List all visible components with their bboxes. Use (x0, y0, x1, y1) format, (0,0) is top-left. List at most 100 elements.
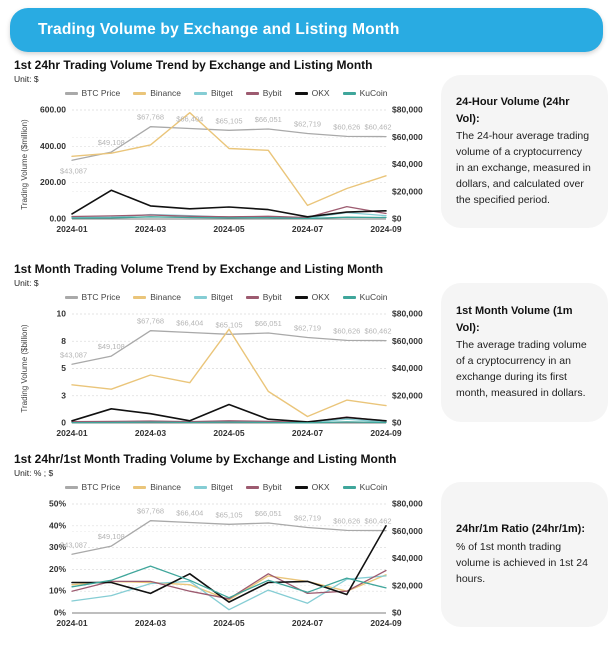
legend-swatch-kucoin (342, 486, 356, 489)
chart-title: 1st 24hr Trading Volume Trend by Exchang… (14, 58, 373, 72)
svg-text:0: 0 (61, 418, 66, 428)
legend-swatch-bybit (245, 486, 259, 489)
legend-label: OKX (311, 292, 330, 303)
legend-label: OKX (311, 88, 330, 99)
svg-text:$40,000: $40,000 (392, 553, 423, 563)
chart-section-ratio: 1st 24hr/1st Month Trading Volume by Exc… (14, 452, 438, 632)
legend-item-binance[interactable]: Binance (133, 292, 181, 302)
svg-text:$80,000: $80,000 (392, 499, 423, 509)
legend-item-okx[interactable]: OKX (294, 88, 330, 99)
svg-text:$20,000: $20,000 (392, 391, 423, 401)
svg-text:8: 8 (61, 336, 66, 346)
legend-swatch-btc-price (64, 92, 78, 95)
legend-swatch-okx (294, 296, 308, 299)
svg-text:$66,404: $66,404 (176, 319, 203, 328)
legend-item-bybit[interactable]: Bybit (245, 292, 282, 302)
svg-text:$40,000: $40,000 (392, 159, 423, 169)
svg-text:400.00: 400.00 (40, 141, 66, 151)
legend-item-kucoin[interactable]: KuCoin (342, 88, 388, 99)
legend-label: KuCoin (359, 88, 388, 99)
chart-section-1m-volume: 1st Month Trading Volume Trend by Exchan… (14, 262, 438, 442)
svg-text:2024-03: 2024-03 (135, 428, 166, 438)
card-body: The 24-hour average trading volume of a … (456, 130, 591, 206)
chart-legend: BTC Price Binance Bitget Bybit OKX KuCoin (14, 87, 438, 99)
chart-legend: BTC Price Binance Bitget Bybit OKX KuCoin (14, 481, 438, 493)
legend-label: KuCoin (359, 482, 388, 493)
svg-text:$0: $0 (392, 214, 402, 224)
svg-text:$0: $0 (392, 418, 402, 428)
svg-text:$60,462: $60,462 (364, 517, 391, 526)
legend-label: BTC Price (81, 292, 121, 303)
legend-item-kucoin[interactable]: KuCoin (342, 292, 388, 303)
svg-text:2024-01: 2024-01 (56, 224, 87, 234)
legend-item-bybit[interactable]: Bybit (245, 88, 282, 98)
svg-text:40%: 40% (49, 521, 66, 531)
legend-label: BTC Price (81, 482, 121, 493)
page-header: Trading Volume by Exchange and Listing M… (10, 8, 603, 52)
svg-text:0.00: 0.00 (49, 214, 66, 224)
legend-label: BTC Price (81, 88, 121, 99)
svg-text:$67,768: $67,768 (137, 113, 164, 122)
legend-item-binance[interactable]: Binance (133, 482, 181, 492)
svg-text:2024-09: 2024-09 (370, 224, 401, 234)
svg-text:$66,051: $66,051 (255, 509, 282, 518)
legend-swatch-bitget (193, 486, 207, 489)
svg-text:$62,719: $62,719 (294, 324, 321, 333)
svg-text:2024-09: 2024-09 (370, 428, 401, 438)
card-body: % of 1st month trading volume is achieve… (456, 540, 588, 585)
legend-swatch-kucoin (342, 296, 356, 299)
line-chart-1m-volume: $0 $20,000 $40,000 $60,000 $80,000 0 3 5 8 10 2024… (20, 309, 423, 439)
legend-item-bitget[interactable]: Bitget (193, 292, 233, 303)
svg-text:2024-05: 2024-05 (213, 224, 244, 234)
info-card-24hr-volume: 24-Hour Volume (24hr Vol): The 24-hour a… (441, 75, 608, 228)
chart-section-24hr-volume: 1st 24hr Trading Volume Trend by Exchang… (14, 58, 438, 238)
chart-title: 1st Month Trading Volume Trend by Exchan… (14, 262, 384, 276)
svg-text:$65,105: $65,105 (215, 511, 242, 520)
svg-text:2024-05: 2024-05 (213, 618, 244, 628)
svg-text:2024-03: 2024-03 (135, 618, 166, 628)
svg-text:$20,000: $20,000 (392, 581, 423, 591)
legend-label: Binance (150, 482, 181, 493)
legend-item-btc-price[interactable]: BTC Price (64, 292, 121, 303)
svg-text:2024-07: 2024-07 (292, 224, 323, 234)
svg-text:$62,719: $62,719 (294, 120, 321, 129)
legend-item-okx[interactable]: OKX (294, 292, 330, 303)
svg-text:0%: 0% (54, 608, 67, 618)
legend-item-btc-price[interactable]: BTC Price (64, 482, 121, 493)
legend-item-okx[interactable]: OKX (294, 482, 330, 492)
legend-label: Bitget (210, 292, 233, 303)
svg-text:2024-01: 2024-01 (56, 428, 87, 438)
legend-label: Binance (150, 292, 181, 303)
legend-item-kucoin[interactable]: KuCoin (342, 482, 388, 493)
legend-swatch-okx (294, 92, 308, 95)
svg-text:50%: 50% (49, 499, 66, 509)
svg-text:10%: 10% (49, 586, 66, 596)
svg-text:$66,051: $66,051 (255, 319, 282, 328)
legend-swatch-kucoin (342, 92, 356, 95)
chart-title: 1st 24hr/1st Month Trading Volume by Exc… (14, 452, 397, 466)
card-title: 24hr/1m Ratio (24hr/1m): (456, 523, 585, 536)
svg-text:$49,108: $49,108 (98, 532, 125, 541)
svg-text:$43,087: $43,087 (60, 167, 87, 176)
legend-item-btc-price[interactable]: BTC Price (64, 88, 121, 99)
svg-text:3: 3 (61, 391, 66, 401)
legend-item-bitget[interactable]: Bitget (193, 88, 233, 98)
svg-text:$80,000: $80,000 (392, 105, 423, 115)
svg-text:$60,000: $60,000 (392, 336, 423, 346)
legend-item-bybit[interactable]: Bybit (245, 482, 282, 492)
svg-text:$66,404: $66,404 (176, 115, 203, 124)
legend-swatch-binance (133, 92, 147, 95)
svg-text:$67,768: $67,768 (137, 317, 164, 326)
svg-text:$43,087: $43,087 (60, 351, 87, 360)
legend-swatch-bitget (193, 296, 207, 299)
svg-text:200.00: 200.00 (40, 178, 66, 188)
legend-item-binance[interactable]: Binance (133, 88, 181, 98)
line-chart-ratio: $0 $20,000 $40,000 $60,000 $80,000 0% 10% 20% 30… (49, 499, 423, 629)
svg-text:$49,108: $49,108 (98, 138, 125, 147)
legend-label: KuCoin (359, 292, 388, 303)
legend-item-bitget[interactable]: Bitget (193, 482, 233, 492)
svg-text:$66,051: $66,051 (255, 115, 282, 124)
svg-text:Trading Volume ($million): Trading Volume ($million) (20, 119, 29, 210)
svg-text:$60,626: $60,626 (333, 123, 360, 132)
svg-text:$60,626: $60,626 (333, 517, 360, 526)
